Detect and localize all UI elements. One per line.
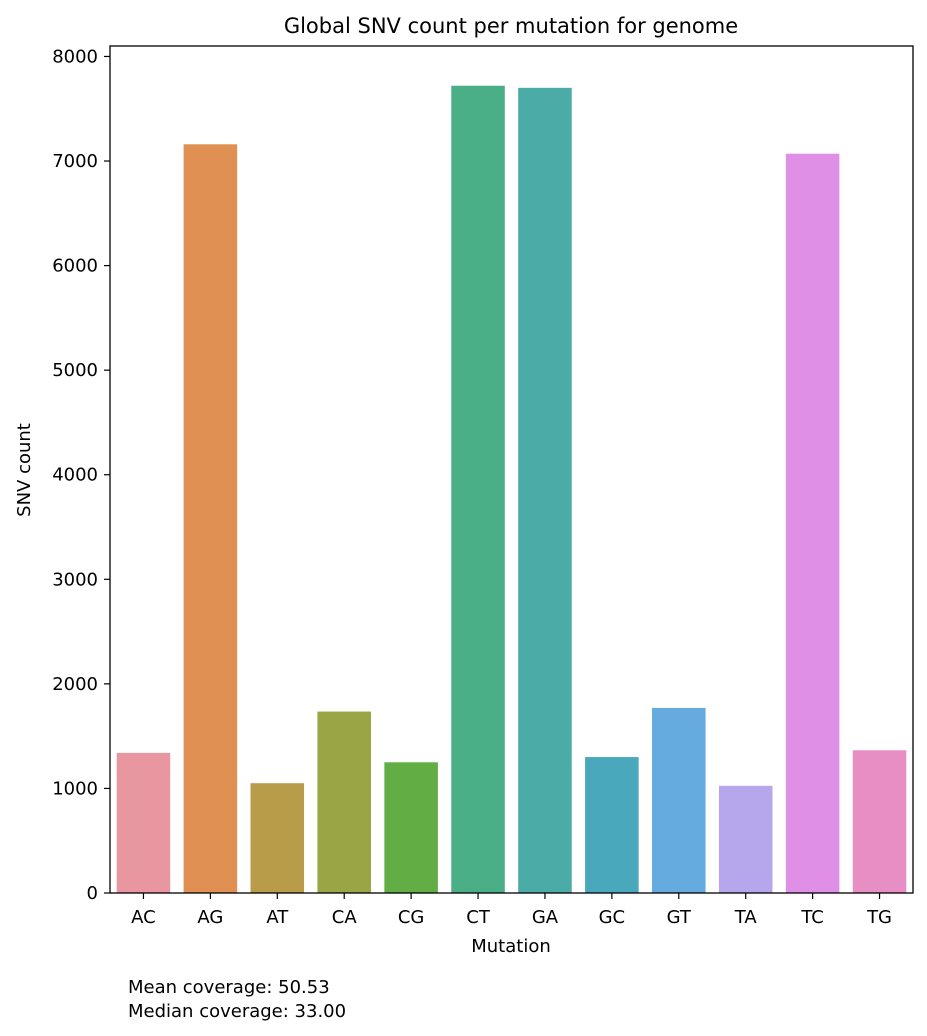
- x-tick-label: GA: [532, 907, 559, 928]
- bar-gt: [652, 707, 706, 893]
- y-tick-label: 8000: [52, 46, 98, 67]
- y-tick-label: 3000: [52, 569, 98, 590]
- bar-ag: [183, 144, 238, 893]
- y-tick-label: 2000: [52, 674, 98, 695]
- bar-ct: [451, 85, 505, 894]
- x-tick-label: AG: [197, 907, 223, 928]
- y-tick-label: 4000: [52, 465, 98, 486]
- x-tick-label: TG: [866, 907, 892, 928]
- coverage-notes: Mean coverage: 50.53 Median coverage: 33…: [128, 976, 346, 1024]
- bars-group: [116, 85, 907, 894]
- bar-ca: [317, 711, 371, 893]
- y-tick-label: 7000: [52, 151, 98, 172]
- x-tick-label: CG: [398, 907, 425, 928]
- y-tick-label: 5000: [52, 360, 98, 381]
- y-tick-label: 0: [87, 883, 98, 904]
- median-coverage-text: Median coverage: 33.00: [128, 1001, 347, 1022]
- x-tick-label: GC: [599, 907, 626, 928]
- x-tick-label: GT: [667, 907, 692, 928]
- bar-ac: [116, 752, 171, 893]
- bar-chart: Global SNV count per mutation for genome…: [14, 14, 914, 957]
- plot-frame: [109, 45, 914, 894]
- mean-coverage-text: Mean coverage: 50.53: [128, 977, 330, 998]
- bar-tg: [852, 750, 907, 893]
- bar-gc: [585, 757, 639, 893]
- x-tick-label: TC: [800, 907, 824, 928]
- x-tick-label: TA: [734, 907, 758, 928]
- bar-cg: [384, 762, 438, 893]
- bar-at: [250, 783, 305, 893]
- x-tick-label: AT: [266, 907, 289, 928]
- x-tick-label: AC: [131, 907, 156, 928]
- bar-tc: [785, 153, 840, 893]
- y-tick-label: 6000: [52, 256, 98, 277]
- bar-ga: [518, 87, 572, 894]
- chart-title: Global SNV count per mutation for genome: [284, 14, 738, 38]
- x-axis: AC AG AT CA CG CT GA GC GT TA TC TG: [131, 893, 892, 928]
- x-tick-label: CA: [332, 907, 358, 928]
- y-axis-label: SNV count: [14, 423, 35, 517]
- x-axis-label: Mutation: [471, 936, 551, 957]
- y-tick-label: 1000: [52, 778, 98, 799]
- bar-ta: [718, 785, 773, 893]
- x-tick-label: CT: [466, 907, 491, 928]
- y-axis: 0 1000 2000 3000 4000 5000 6000 7000 8000: [52, 46, 110, 904]
